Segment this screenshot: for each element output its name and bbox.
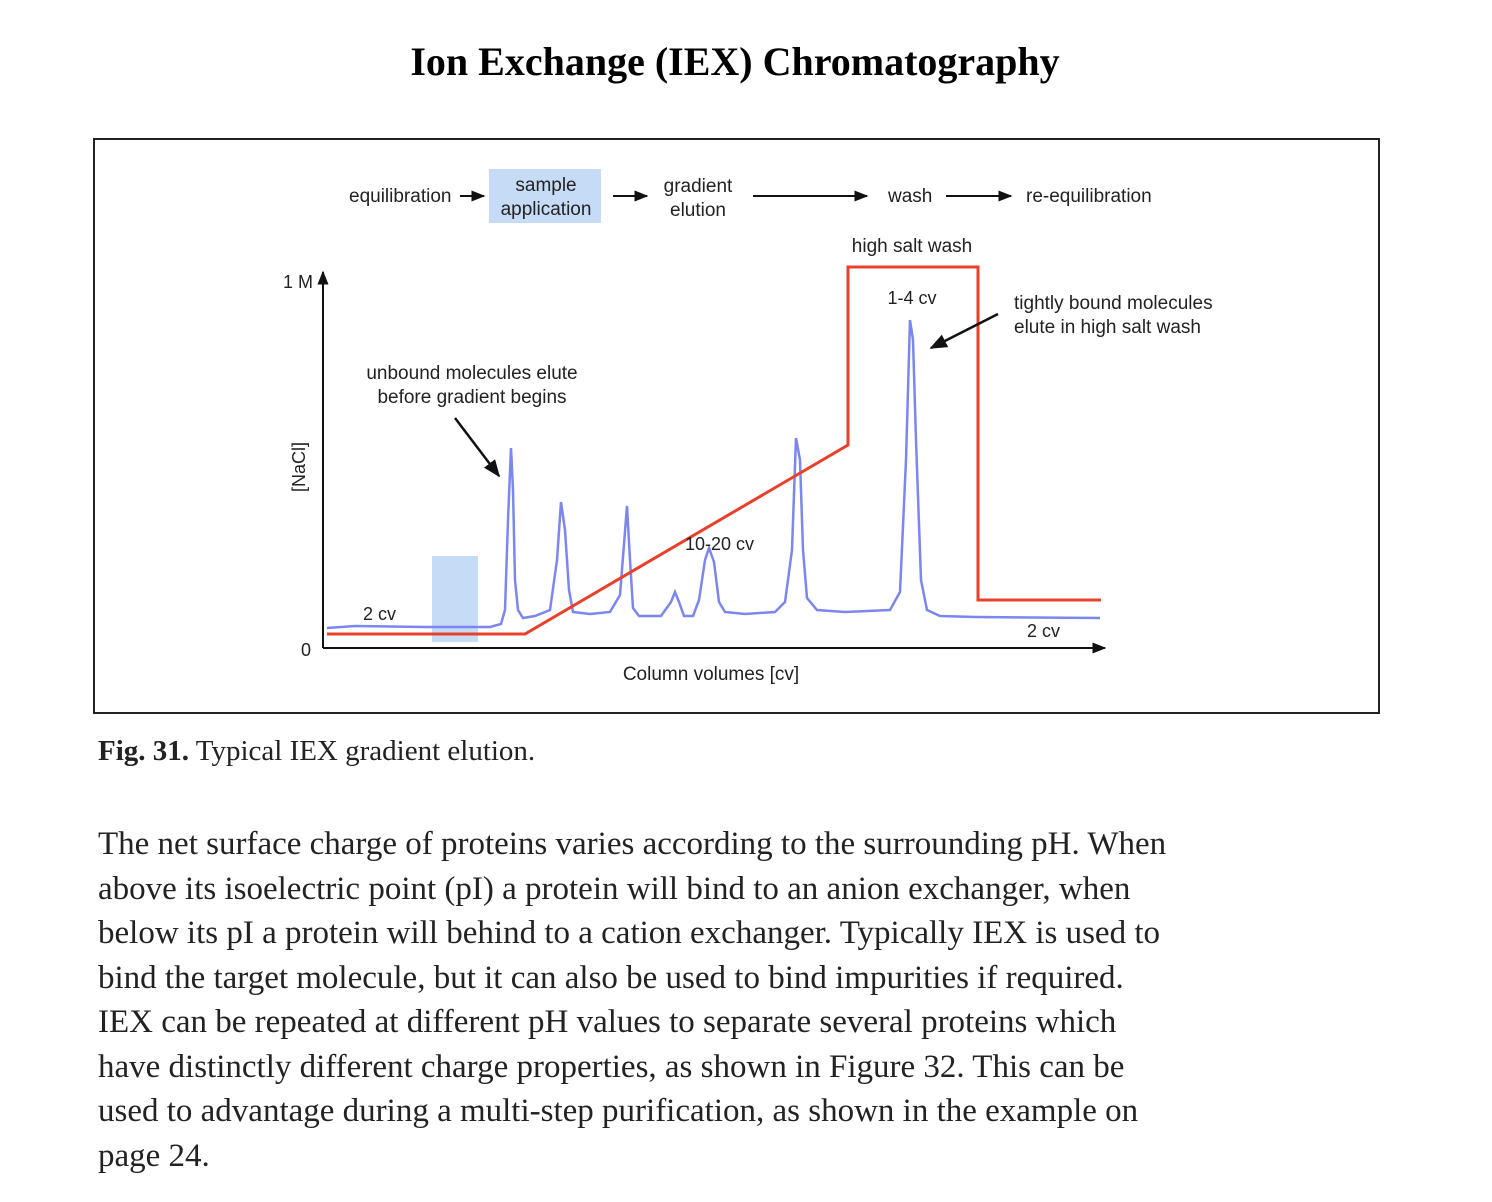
x-axis-label: Column volumes [cv] [623, 664, 799, 685]
annotation-unbound-arrow [454, 417, 501, 478]
absorbance-trace [326, 319, 1101, 630]
annotation-unbound-line2: before gradient begins [377, 387, 566, 408]
annotation-unbound-line1: unbound molecules elute [366, 363, 577, 384]
step-equilibration: equilibration [349, 186, 451, 207]
step-elution: elution [670, 200, 726, 221]
body-line: used to advantage during a multi-step pu… [98, 1093, 1139, 1129]
label-10-20cv: 10-20 cv [685, 534, 754, 554]
body-line: The net surface charge of proteins varie… [98, 826, 1167, 862]
label-high-salt-wash: high salt wash [852, 236, 972, 257]
label-2cv-start: 2 cv [363, 604, 396, 624]
figure-caption: Fig. 31. Typical IEX gradient elution. [98, 735, 535, 768]
step-sample: sample [515, 175, 576, 196]
step-application: application [501, 199, 592, 220]
step-wash: wash [887, 186, 932, 207]
step-gradient: gradient [664, 176, 733, 197]
y-tick-zero: 0 [301, 640, 311, 660]
body-line: have distinctly different charge propert… [98, 1048, 1125, 1085]
caption-label: Fig. 31. [98, 735, 190, 767]
step-re-equilibration: re-equilibration [1026, 186, 1152, 207]
body-line: below its pI a protein will behind to a … [98, 915, 1160, 951]
annotation-tight-line1: tightly bound molecules [1014, 293, 1213, 314]
annotation-tight-arrow [929, 312, 999, 350]
page-title: Ion Exchange (IEX) Chromatography [410, 39, 1060, 84]
body-line: page 24. [98, 1137, 210, 1174]
body-line: bind the target molecule, but it can als… [98, 959, 1124, 996]
label-1-4cv: 1-4 cv [887, 288, 936, 308]
sample-application-highlight [489, 169, 601, 223]
body-line: above its isoelectric point (pI) a prote… [98, 870, 1131, 907]
y-tick-1m: 1 M [283, 272, 313, 292]
body-paragraph: The net surface charge of proteins varie… [98, 822, 1388, 1178]
caption-text: Typical IEX gradient elution. [195, 735, 536, 767]
salt-concentration-trace [327, 265, 1101, 636]
body-line: IEX can be repeated at different pH valu… [98, 1004, 1117, 1040]
y-axis-label: [NaCl] [289, 442, 309, 492]
sample-application-block [432, 556, 478, 642]
figure-frame: equilibration sample application gradien… [93, 138, 1380, 714]
annotation-tight-line2: elute in high salt wash [1014, 317, 1201, 338]
chromatogram-figure: equilibration sample application gradien… [283, 169, 1213, 685]
label-2cv-end: 2 cv [1027, 621, 1060, 641]
